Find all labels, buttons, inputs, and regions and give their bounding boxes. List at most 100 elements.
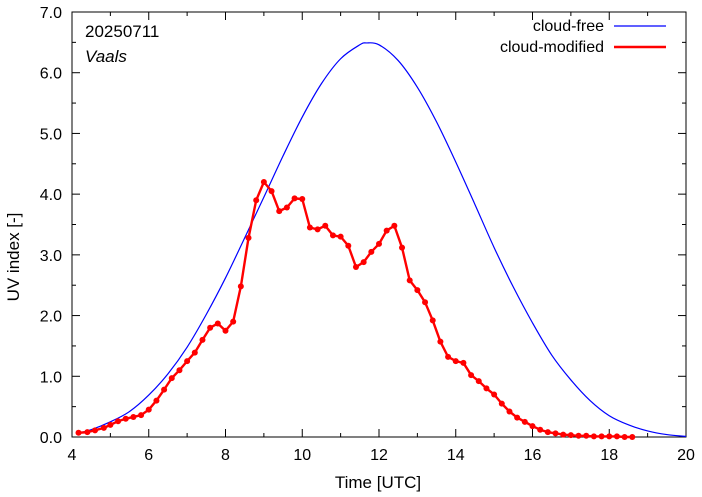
data-point-cloud-modified <box>314 226 321 233</box>
x-tick-label: 14 <box>447 447 465 464</box>
x-tick-label: 12 <box>370 447 388 464</box>
legend: cloud-free cloud-modified <box>500 18 666 56</box>
data-point-cloud-modified <box>613 433 620 440</box>
data-point-cloud-modified <box>498 400 505 407</box>
data-point-cloud-modified <box>161 386 168 393</box>
data-point-cloud-modified <box>460 359 467 366</box>
series-line-cloud-free <box>79 42 687 437</box>
data-point-cloud-modified <box>629 434 636 440</box>
data-point-cloud-modified <box>184 358 191 365</box>
data-point-cloud-modified <box>414 287 421 294</box>
y-tick-label: 2.0 <box>40 309 62 326</box>
data-point-cloud-modified <box>230 318 237 325</box>
data-point-cloud-modified <box>214 320 221 327</box>
data-point-cloud-modified <box>445 353 452 360</box>
y-tick-label: 0.0 <box>40 430 62 447</box>
data-point-cloud-modified <box>360 259 367 266</box>
x-tick-label: 6 <box>144 447 153 464</box>
data-point-cloud-modified <box>283 204 290 211</box>
data-point-cloud-modified <box>191 349 198 356</box>
data-point-cloud-modified <box>207 324 214 331</box>
data-point-cloud-modified <box>383 227 390 234</box>
data-point-cloud-modified <box>75 429 82 436</box>
data-point-cloud-modified <box>399 244 406 251</box>
data-point-cloud-modified <box>237 283 244 290</box>
x-tick-label: 4 <box>68 447 77 464</box>
data-point-cloud-modified <box>514 414 521 421</box>
data-point-cloud-modified <box>521 418 528 425</box>
x-tick-label: 18 <box>600 447 618 464</box>
y-tick-label: 5.0 <box>40 126 62 143</box>
x-tick-label: 10 <box>293 447 311 464</box>
data-point-cloud-modified <box>299 196 306 202</box>
data-point-cloud-modified <box>130 413 137 420</box>
data-point-cloud-modified <box>176 367 183 374</box>
data-point-cloud-modified <box>376 240 382 247</box>
axis-tick-labels: 4 6 8 10 12 14 16 18 20 0.0 1.0 2.0 3.0 4.0 5.0 6.0 7.0 <box>40 5 695 464</box>
data-point-cloud-modified <box>107 421 114 428</box>
data-point-cloud-modified <box>583 432 590 439</box>
data-point-cloud-modified <box>345 242 352 249</box>
data-point-cloud-modified <box>529 423 536 430</box>
data-point-cloud-modified <box>245 234 252 241</box>
data-point-cloud-modified <box>268 188 275 195</box>
data-point-cloud-modified <box>560 431 567 438</box>
location-annotation: Vaals <box>85 47 127 66</box>
data-point-cloud-modified <box>537 426 544 433</box>
y-tick-label: 3.0 <box>40 248 62 265</box>
data-point-cloud-modified <box>100 424 107 431</box>
data-point-cloud-modified <box>168 375 175 382</box>
data-point-cloud-modified <box>422 299 429 306</box>
legend-label-cloud-free: cloud-free <box>533 18 604 35</box>
series-cloud-modified <box>75 179 636 440</box>
data-point-cloud-modified <box>92 427 99 434</box>
data-point-cloud-modified <box>406 277 413 284</box>
data-point-cloud-modified <box>329 232 336 239</box>
data-point-cloud-modified <box>115 418 122 425</box>
series-layer <box>75 42 687 440</box>
data-point-cloud-modified <box>306 224 313 231</box>
data-point-cloud-modified <box>337 233 344 240</box>
data-point-cloud-modified <box>598 433 605 440</box>
x-tick-label: 8 <box>221 447 230 464</box>
data-point-cloud-modified <box>468 372 475 379</box>
y-axis-label: UV index [-] <box>4 213 23 302</box>
data-point-cloud-modified <box>452 358 459 365</box>
plot-border <box>71 11 687 438</box>
data-point-cloud-modified <box>122 415 129 422</box>
data-point-cloud-modified <box>145 406 152 413</box>
data-point-cloud-modified <box>199 336 206 343</box>
data-point-cloud-modified <box>253 197 260 204</box>
x-axis-label: Time [UTC] <box>335 473 421 492</box>
data-point-cloud-modified <box>567 432 574 439</box>
data-point-cloud-modified <box>368 248 375 255</box>
legend-label-cloud-modified: cloud-modified <box>500 39 604 56</box>
data-point-cloud-modified <box>544 429 551 436</box>
data-point-cloud-modified <box>575 432 582 439</box>
series-cloud-free <box>79 42 687 437</box>
data-point-cloud-modified <box>138 412 145 419</box>
y-tick-label: 7.0 <box>40 5 62 22</box>
axis-ticks <box>71 11 687 438</box>
y-tick-label: 4.0 <box>40 187 62 204</box>
date-annotation: 20250711 <box>85 22 159 41</box>
data-point-cloud-modified <box>391 222 398 229</box>
data-point-cloud-modified <box>276 208 283 215</box>
data-point-cloud-modified <box>222 327 229 334</box>
y-tick-label: 1.0 <box>40 369 62 386</box>
data-point-cloud-modified <box>153 397 160 404</box>
plot-frame <box>71 11 687 438</box>
data-point-cloud-modified <box>621 434 628 440</box>
data-point-cloud-modified <box>483 385 490 392</box>
data-point-cloud-modified <box>491 391 498 398</box>
data-point-cloud-modified <box>606 433 613 440</box>
x-tick-label: 20 <box>677 447 695 464</box>
data-point-cloud-modified <box>590 433 597 440</box>
series-line-cloud-modified <box>78 180 633 439</box>
data-point-cloud-modified <box>506 408 513 415</box>
data-point-cloud-modified <box>475 378 482 385</box>
data-point-cloud-modified <box>84 429 91 436</box>
data-point-cloud-modified <box>352 264 359 270</box>
data-point-cloud-modified <box>429 317 436 324</box>
